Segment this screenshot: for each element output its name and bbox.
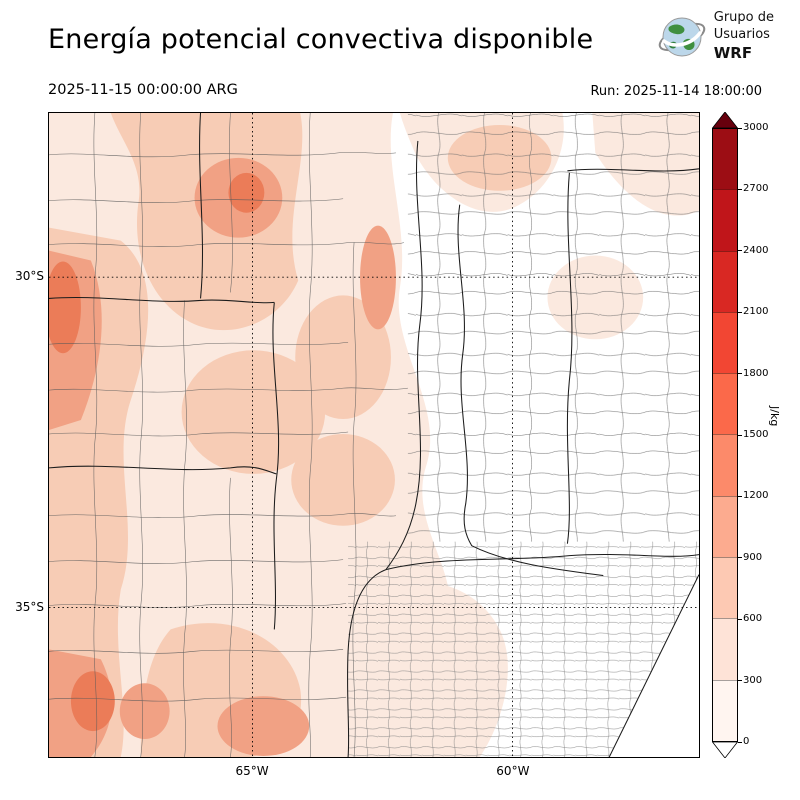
colorbar-unit-label: J/kg xyxy=(768,406,781,427)
colorbar-segment xyxy=(713,129,737,190)
colorbar-segment xyxy=(713,434,737,496)
colorbar-tickmark xyxy=(738,373,742,375)
colorbar-tick-label: 2400 xyxy=(743,244,769,256)
colorbar-tickmark xyxy=(738,741,742,743)
logo-line3: WRF xyxy=(713,43,753,62)
colorbar-tick-label: 0 xyxy=(743,736,750,747)
colorbar-tick-label: 1500 xyxy=(743,429,769,440)
colorbar-body xyxy=(712,128,738,742)
colorbar-tickmark xyxy=(738,311,742,313)
globe-icon xyxy=(658,17,706,57)
colorbar-segment xyxy=(713,250,737,312)
colorbar-tick-label: 2100 xyxy=(743,306,769,318)
cape-map xyxy=(48,112,700,758)
run-time-label: Run: 2025-11-14 18:00:00 xyxy=(590,84,762,99)
colorbar-tick-label: 600 xyxy=(743,613,763,625)
colorbar-segment xyxy=(713,557,737,619)
colorbar-tickmark xyxy=(738,680,742,682)
colorbar-tickmark xyxy=(738,557,742,559)
colorbar-segment xyxy=(713,373,737,435)
colorbar-segment xyxy=(713,618,737,680)
colorbar-segment xyxy=(713,495,737,558)
colorbar-tickmark xyxy=(738,127,742,129)
coastline xyxy=(608,574,699,757)
logo-line2: Usuarios xyxy=(713,26,770,42)
lon-tick-label: 65°W xyxy=(235,764,269,778)
colorbar-tick-label: 1200 xyxy=(743,490,769,502)
lat-tick-label: 35°S xyxy=(15,600,44,615)
colorbar-tick-label: 2700 xyxy=(743,183,769,195)
buenosaires-department-cells xyxy=(348,541,699,757)
cape-fill-level4 xyxy=(49,172,265,732)
province-boundaries xyxy=(49,113,699,757)
wrf-logo: Grupo de Usuarios WRF xyxy=(657,10,774,63)
colorbar-tickmark xyxy=(738,495,742,497)
page-title: Energía potencial convectiva disponible xyxy=(48,24,594,55)
logo-text: Grupo de Usuarios WRF xyxy=(714,10,774,63)
colorbar-tickmark xyxy=(738,618,742,620)
colorbar-over-arrow xyxy=(712,112,738,128)
colorbar-under-arrow xyxy=(712,742,738,758)
colorbar xyxy=(712,112,738,758)
colorbar-tickmark xyxy=(738,434,742,436)
valid-time-label: 2025-11-15 00:00:00 ARG xyxy=(48,82,238,98)
lat-tick-label: 30°S xyxy=(15,268,44,283)
colorbar-tick-label: 1800 xyxy=(743,367,769,379)
logo-line1: Grupo de xyxy=(713,10,774,25)
lon-tick-label: 60°W xyxy=(496,764,530,778)
cape-map-canvas xyxy=(49,113,699,757)
colorbar-segment xyxy=(713,189,737,251)
colorbar-segment xyxy=(713,311,737,374)
northeast-department-cells xyxy=(407,113,699,542)
department-boundaries xyxy=(49,113,408,757)
colorbar-tickmark xyxy=(738,188,742,190)
colorbar-tick-label: 900 xyxy=(743,551,763,563)
colorbar-tickmark xyxy=(738,250,742,252)
colorbar-tick-label: 3000 xyxy=(743,122,769,133)
lat-lon-gridlines xyxy=(49,113,699,757)
colorbar-segment xyxy=(713,679,737,741)
colorbar-tick-label: 300 xyxy=(743,674,763,686)
